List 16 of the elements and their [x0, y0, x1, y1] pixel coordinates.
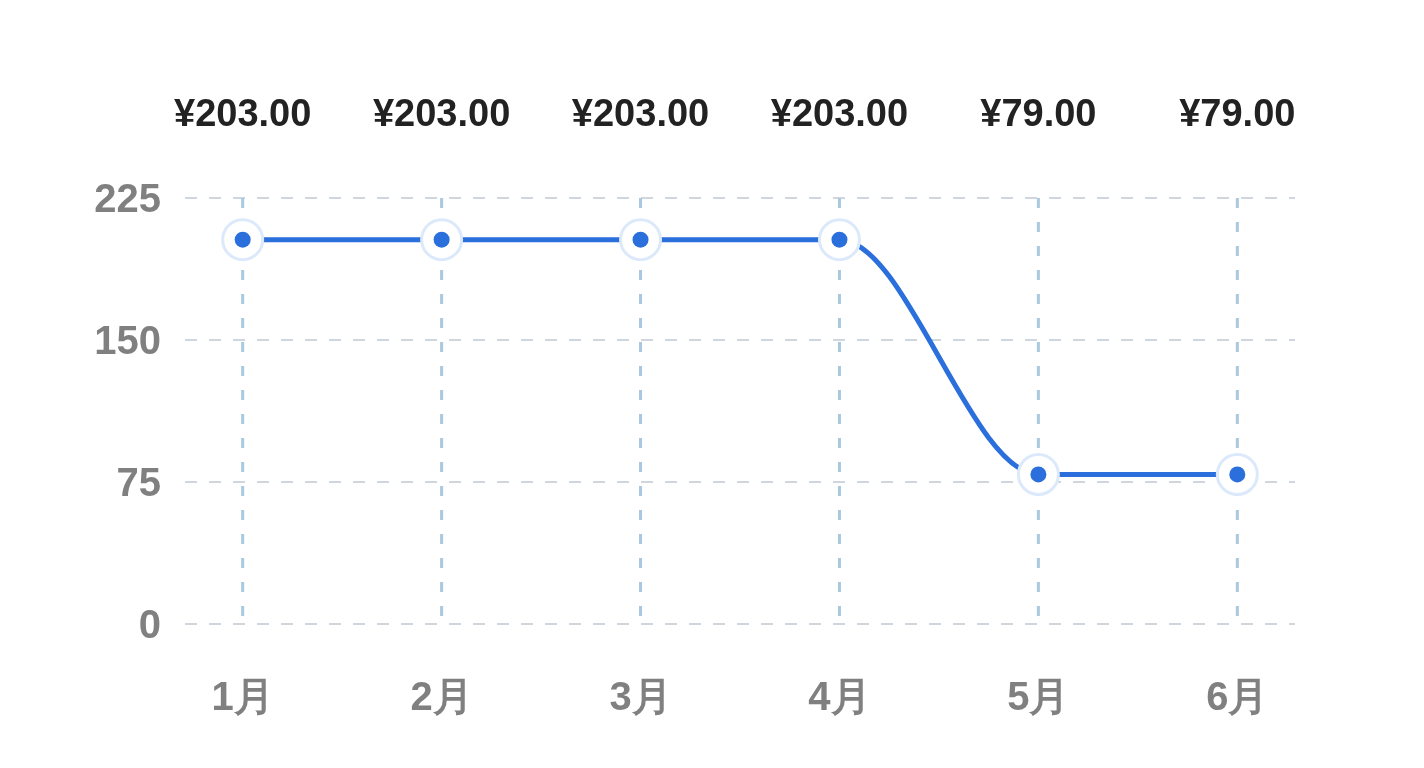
data-label: ¥203.00	[372, 92, 511, 134]
x-tick-label: 1月	[211, 674, 274, 719]
y-tick-label: 225	[94, 176, 161, 221]
y-tick-label: 75	[116, 460, 161, 505]
x-tick-label: 5月	[1007, 674, 1070, 719]
x-tick-label: 4月	[808, 674, 871, 719]
x-tick-label: 2月	[410, 674, 473, 719]
data-label: ¥203.00	[174, 92, 312, 134]
x-tick-label: 6月	[1206, 674, 1269, 719]
data-label: ¥79.00	[980, 92, 1097, 134]
data-label: ¥203.00	[770, 92, 909, 134]
y-tick-label: 150	[94, 318, 161, 363]
y-tick-label: 0	[138, 602, 161, 647]
data-label: ¥203.00	[571, 92, 710, 134]
x-tick-label: 3月	[609, 674, 672, 719]
data-label: ¥79.00	[1179, 92, 1296, 134]
